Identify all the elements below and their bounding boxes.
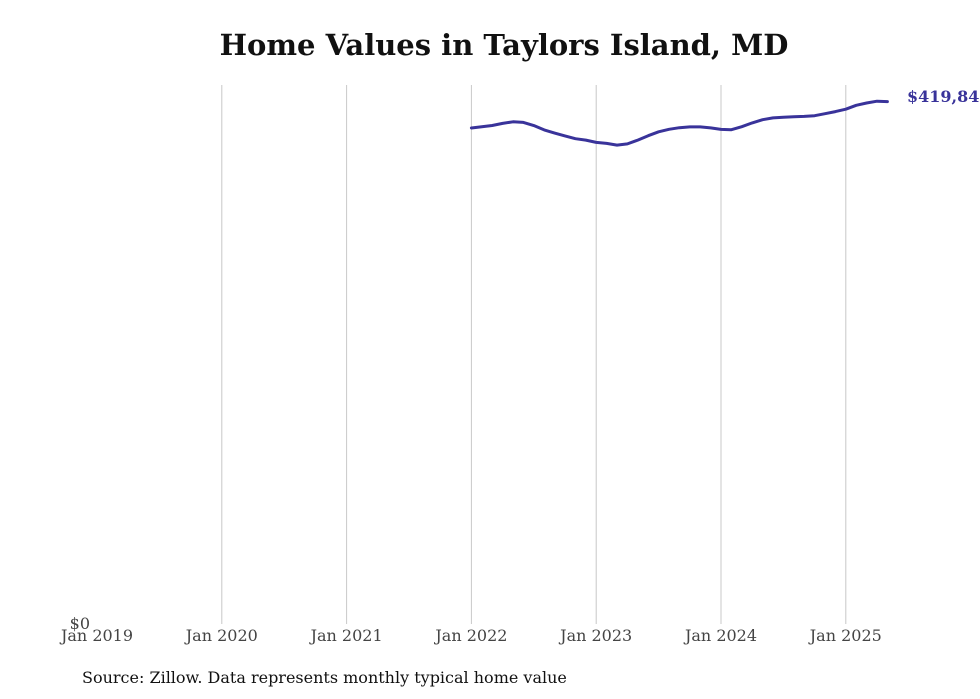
x-tick-label: Jan 2021 (309, 626, 383, 645)
y-tick-labels: $0 (70, 614, 90, 633)
source-note: Source: Zillow. Data represents monthly … (82, 668, 567, 687)
x-tick-label: Jan 2019 (59, 626, 133, 645)
x-tick-label: Jan 2025 (808, 626, 882, 645)
series-line (469, 99, 889, 147)
x-tick-label: Jan 2020 (184, 626, 258, 645)
x-tick-label: Jan 2022 (433, 626, 507, 645)
y-tick-label: $0 (70, 614, 90, 633)
end-value-label: $419,84 (907, 87, 979, 106)
x-tick-label: Jan 2024 (683, 626, 757, 645)
x-tick-labels: Jan 2019 Jan 2020 Jan 2021 Jan 2022 Jan 2023… (59, 626, 882, 645)
x-gridlines (221, 85, 847, 624)
series-group: $419,84 (469, 87, 979, 147)
x-tick-label: Jan 2023 (558, 626, 632, 645)
chart-title: Home Values in Taylors Island, MD (219, 28, 789, 62)
